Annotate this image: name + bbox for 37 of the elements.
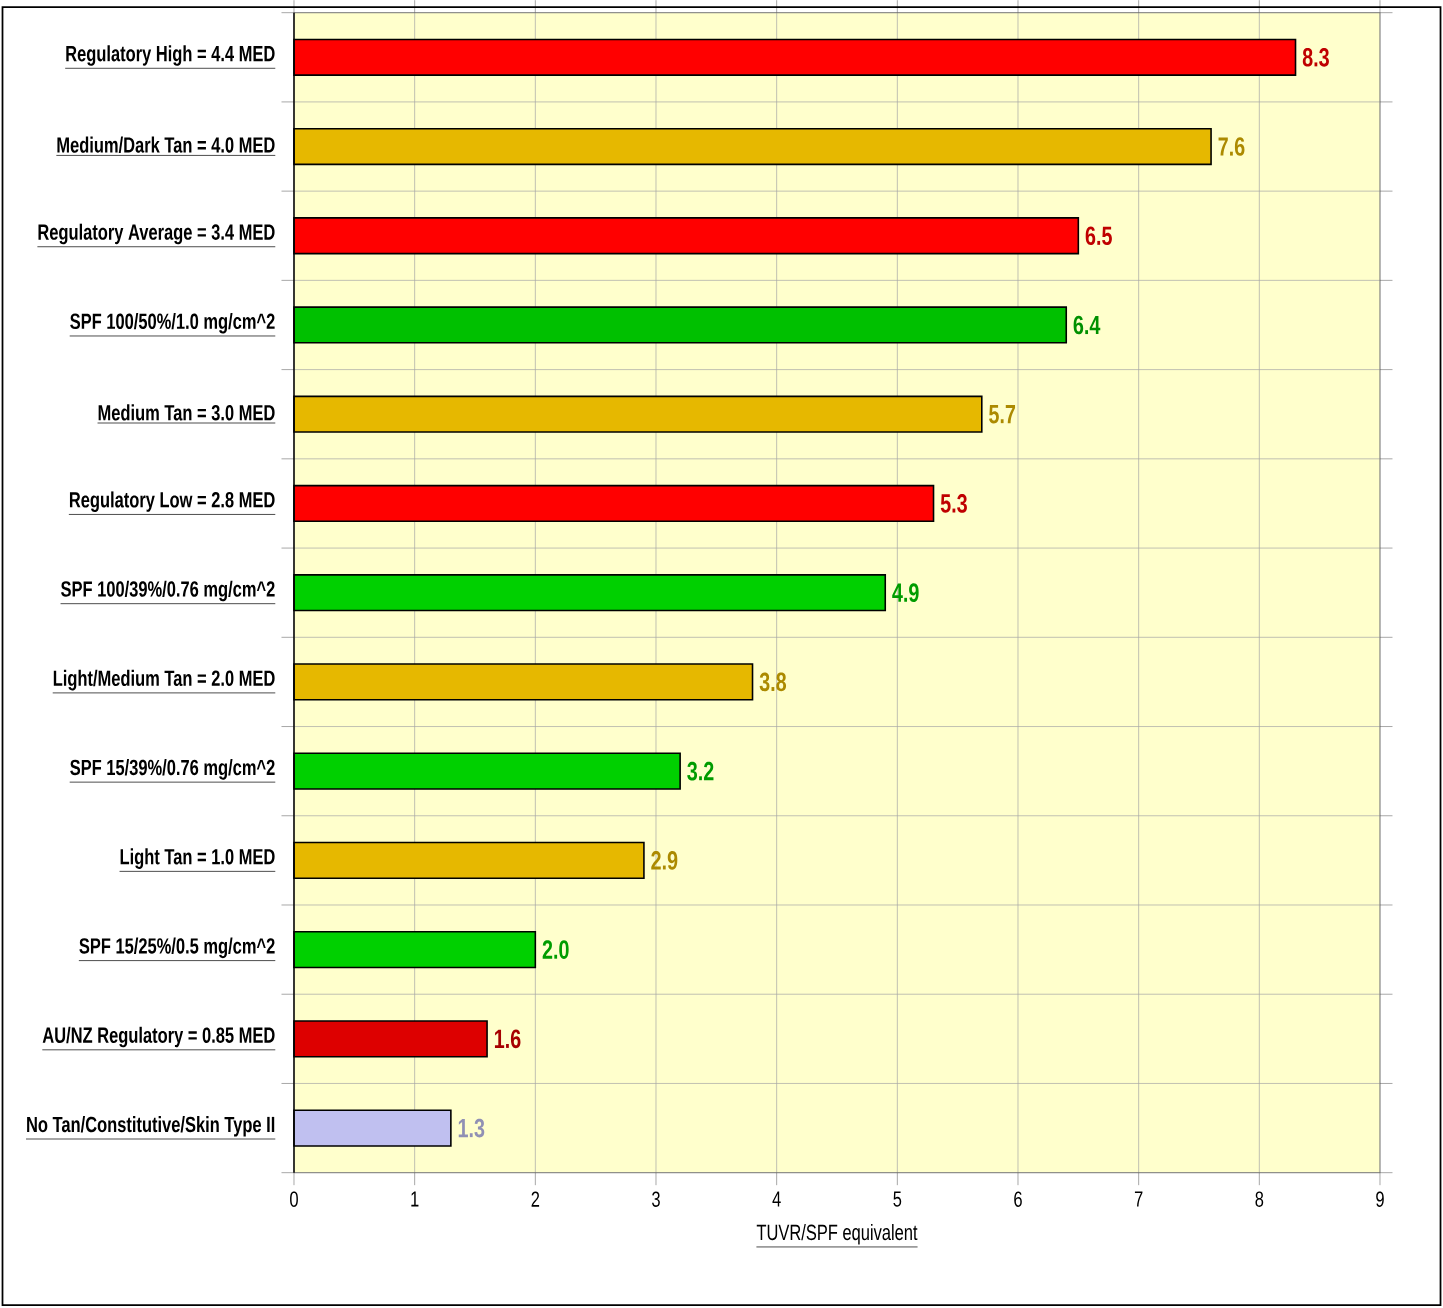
data-label: 5.7 <box>989 405 1016 424</box>
x-axis-title: TUVR/SPF equivalent <box>756 1224 918 1245</box>
data-label: 5.3 <box>940 494 967 513</box>
y-tick-label: SPF 100/39%/0.76 mg/cm^2 <box>61 580 275 602</box>
x-tick-label: 2 <box>531 1191 540 1207</box>
data-label: 6.5 <box>1085 226 1112 246</box>
data-label: 2.9 <box>651 851 678 870</box>
data-label: 6.4 <box>1073 315 1101 335</box>
x-tick-label: 5 <box>893 1191 902 1207</box>
y-tick-label: Regulatory High = 4.4 MED <box>66 45 275 66</box>
y-tick-label: AU/NZ Regulatory = 0.85 MED <box>42 1026 275 1048</box>
data-label: 1.6 <box>494 1029 521 1049</box>
y-tick-label: Regulatory Low = 2.8 MED <box>69 491 275 513</box>
y-tick-label: SPF 100/50%/1.0 mg/cm^2 <box>70 313 275 334</box>
y-tick-label: Regulatory Average = 3.4 MED <box>38 223 275 245</box>
data-label: 2.0 <box>542 940 569 960</box>
x-tick-label: 0 <box>290 1191 298 1208</box>
x-tick-label: 3 <box>652 1191 660 1208</box>
y-tick-label: Light Tan = 1.0 MED <box>120 848 275 870</box>
y-tick-label: Medium/Dark Tan = 4.0 MED <box>57 136 275 154</box>
data-label: 8.3 <box>1302 48 1329 67</box>
data-label: 3.2 <box>687 761 714 781</box>
data-label: 7.6 <box>1218 137 1245 156</box>
y-tick-label: Light/Medium Tan = 2.0 MED <box>53 670 275 691</box>
y-tick-label: Medium Tan = 3.0 MED <box>98 404 275 421</box>
y-tick-label: SPF 15/25%/0.5 mg/cm^2 <box>79 937 275 959</box>
x-tick-label: 8 <box>1255 1191 1264 1208</box>
x-tick-label: 4 <box>772 1191 781 1207</box>
x-tick-label: 9 <box>1376 1191 1384 1208</box>
x-tick-label: 1 <box>411 1191 419 1207</box>
data-label: 1.3 <box>458 1118 485 1138</box>
y-tick-label: SPF 15/39%/0.76 mg/cm^2 <box>70 759 275 780</box>
data-label: 4.9 <box>892 583 919 603</box>
x-tick-label: 7 <box>1134 1191 1143 1207</box>
data-label: 3.8 <box>759 672 787 692</box>
x-tick-label: 6 <box>1014 1191 1022 1208</box>
y-tick-label: No Tan/Constitutive/Skin Type II <box>27 1116 275 1137</box>
